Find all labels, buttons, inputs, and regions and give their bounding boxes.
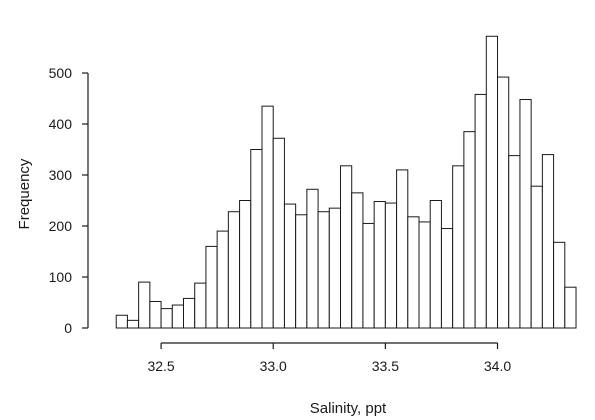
y-tick-label: 0 <box>64 320 72 336</box>
x-axis-label: Salinity, ppt <box>310 400 387 417</box>
y-axis-label: Frequency <box>16 158 33 229</box>
histogram-bars <box>115 35 577 329</box>
histogram-bar <box>149 300 162 329</box>
histogram-bar <box>519 99 532 329</box>
histogram-bar <box>283 203 297 329</box>
y-tick-label: 500 <box>49 65 73 81</box>
histogram-bar <box>463 131 476 329</box>
y-tick-label: 400 <box>49 116 73 132</box>
histogram-bar <box>340 165 353 329</box>
x-tick-label: 34.0 <box>484 358 511 374</box>
histogram-bar <box>396 169 409 329</box>
y-axis-ticks: 0 100 200 300 400 500 <box>49 65 88 336</box>
histogram-bar <box>194 282 207 329</box>
histogram-bar <box>272 137 285 329</box>
histogram-bar <box>261 105 274 329</box>
histogram-bar <box>452 165 465 329</box>
histogram-bar <box>485 35 499 329</box>
histogram-bar <box>328 207 342 329</box>
histogram-bar <box>418 221 431 329</box>
histogram-bar <box>126 319 140 329</box>
histogram-bar <box>474 93 487 329</box>
histogram-bar <box>508 155 521 329</box>
histogram-bar <box>407 216 420 329</box>
histogram-bar <box>171 304 184 329</box>
histogram-bar <box>227 211 241 329</box>
histogram-bar <box>384 202 398 329</box>
histogram-bar <box>553 241 566 329</box>
histogram-bar <box>362 222 375 329</box>
histogram-bar <box>239 200 252 329</box>
histogram-bar <box>497 76 510 329</box>
y-tick-label: 300 <box>49 167 73 183</box>
histogram-bar <box>564 286 577 329</box>
histogram-bar <box>541 154 555 329</box>
histogram-bar <box>250 149 263 329</box>
y-tick-label: 200 <box>49 218 73 234</box>
y-tick-label: 100 <box>49 269 73 285</box>
histogram-bar <box>351 192 364 329</box>
histogram-bar <box>295 214 308 329</box>
histogram-bar <box>216 230 229 329</box>
x-tick-label: 32.5 <box>147 358 174 374</box>
histogram-bar <box>306 188 319 329</box>
histogram-bar <box>429 200 442 329</box>
histogram-bar <box>440 228 454 329</box>
x-tick-label: 33.0 <box>260 358 287 374</box>
histogram-bar <box>160 308 173 329</box>
histogram-bar <box>205 245 218 329</box>
x-tick-label: 33.5 <box>372 358 399 374</box>
histogram-bar <box>138 281 151 329</box>
histogram-bar <box>530 185 543 329</box>
histogram-bar <box>115 314 128 329</box>
x-axis-ticks: 32.5 33.0 33.5 34.0 <box>147 343 511 374</box>
histogram-bar <box>317 211 330 329</box>
histogram-bar <box>373 201 386 329</box>
histogram-bar <box>183 297 196 329</box>
